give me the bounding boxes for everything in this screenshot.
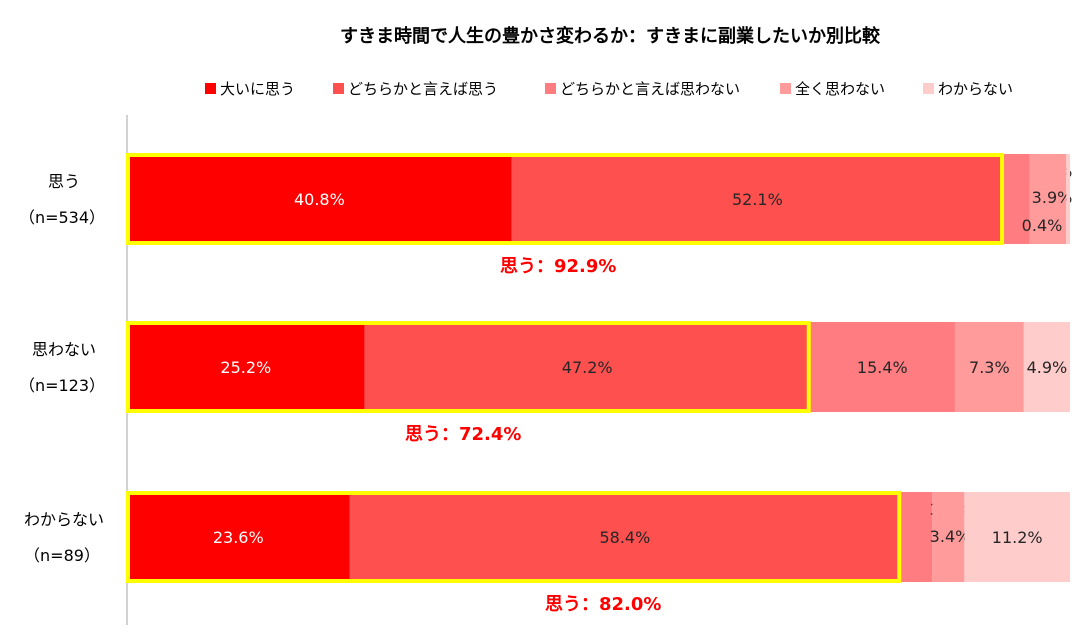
legend-swatch-1 bbox=[205, 83, 216, 94]
category-n-label-1: （n=534） bbox=[19, 208, 105, 227]
legend: 大いに思う どちらかと言えば思う どちらかと言えば思わない 全く思わない わからない bbox=[205, 80, 1013, 98]
bar-segment-1-2 bbox=[511, 154, 1004, 244]
bar-segment-2-3 bbox=[809, 322, 955, 412]
bar-segment-1-1 bbox=[127, 154, 512, 244]
highlight-frame-1 bbox=[126, 153, 1005, 245]
data-label-3-5: 11.2% bbox=[992, 528, 1043, 547]
highlight-frame-2 bbox=[126, 321, 811, 413]
legend-item-3: どちらかと言えば思わない bbox=[545, 80, 740, 98]
legend-item-2: どちらかと言えば思う bbox=[333, 80, 498, 98]
legend-label-2: どちらかと言えば思う bbox=[348, 80, 498, 98]
bar-segment-3-1 bbox=[127, 492, 350, 582]
category-label-1: 思う bbox=[48, 172, 80, 191]
data-label-2-3: 15.4% bbox=[857, 358, 908, 377]
data-label-1-4: 3.9% bbox=[1032, 188, 1073, 207]
category-n-label-2: （n=123） bbox=[19, 376, 105, 395]
legend-item-1: 大いに思う bbox=[205, 80, 295, 98]
legend-label-4: 全く思わない bbox=[795, 80, 885, 98]
bar-segment-3-3 bbox=[900, 492, 933, 582]
bar-group-3: わからない（n=89）23.6%58.4%3.4%3.4%11.2%思う：82.… bbox=[24, 491, 1070, 615]
legend-swatch-4 bbox=[780, 83, 791, 94]
data-label-2-1: 25.2% bbox=[220, 358, 271, 377]
data-label-2-5: 4.9% bbox=[1027, 358, 1068, 377]
category-label-2: 思わない bbox=[32, 340, 96, 359]
bar-segment-2-5 bbox=[1023, 322, 1070, 412]
bar-segment-3-2 bbox=[349, 492, 901, 582]
legend-label-5: わからない bbox=[938, 80, 1013, 98]
data-label-2-2: 47.2% bbox=[562, 358, 613, 377]
legend-label-1: 大いに思う bbox=[220, 80, 295, 98]
data-label-1-1: 40.8% bbox=[294, 190, 345, 209]
data-label-2-4: 7.3% bbox=[969, 358, 1010, 377]
legend-item-5: わからない bbox=[923, 80, 1013, 98]
category-label-3: わからない bbox=[24, 510, 104, 529]
bar-segment-1-3 bbox=[1003, 154, 1030, 244]
legend-item-4: 全く思わない bbox=[780, 80, 885, 98]
data-label-1-2: 52.1% bbox=[732, 190, 783, 209]
legend-label-3: どちらかと言えば思わない bbox=[560, 80, 740, 98]
highlight-frame-3 bbox=[126, 491, 902, 583]
bar-segment-2-4 bbox=[954, 322, 1024, 412]
category-n-label-3: （n=89） bbox=[24, 546, 100, 565]
bar-segment-2-1 bbox=[127, 322, 365, 412]
plot-area: 思う（n=534）40.8%52.1%2.8%3.9%0.4%思う：92.9%思… bbox=[19, 153, 1073, 615]
bar-segment-1-5 bbox=[1066, 154, 1070, 244]
chart-title: すきま時間で人生の豊かさ変わるか：すきまに副業したいか別比較 bbox=[340, 25, 881, 47]
bar-segment-2-2 bbox=[364, 322, 810, 412]
data-label-3-4: 3.4% bbox=[930, 527, 971, 546]
data-label-1-5: 0.4% bbox=[1022, 216, 1063, 235]
legend-swatch-5 bbox=[923, 83, 934, 94]
data-label-3-1: 23.6% bbox=[213, 528, 264, 547]
legend-swatch-3 bbox=[545, 83, 556, 94]
legend-swatch-2 bbox=[333, 83, 344, 94]
bar-segment-3-4 bbox=[932, 492, 965, 582]
total-annotation-3: 思う：82.0% bbox=[545, 594, 661, 615]
bar-segment-3-5 bbox=[964, 492, 1070, 582]
total-annotation-1: 思う：92.9% bbox=[500, 256, 616, 277]
total-annotation-2: 思う：72.4% bbox=[405, 424, 521, 445]
bar-segment-1-4 bbox=[1029, 154, 1067, 244]
bar-group-2: 思わない （n=123） 25.2% 47.2% 15.4% 7.3% 4.9% 思う：72.… bbox=[19, 321, 1070, 445]
bar-group-1: 思う（n=534）40.8%52.1%2.8%3.9%0.4%思う：92.9% bbox=[19, 153, 1073, 277]
data-label-3-2: 58.4% bbox=[599, 528, 650, 547]
